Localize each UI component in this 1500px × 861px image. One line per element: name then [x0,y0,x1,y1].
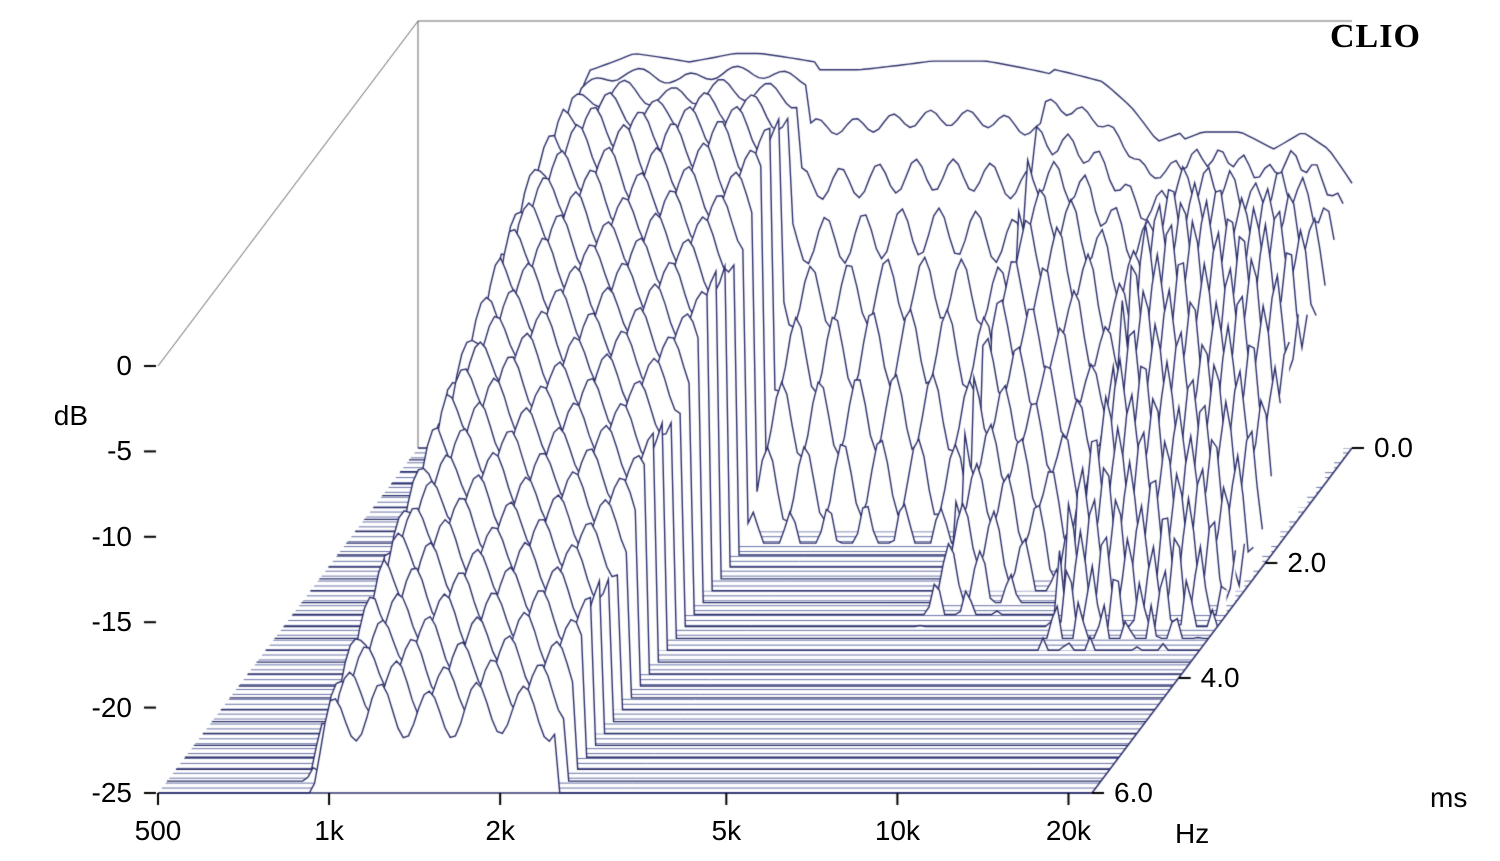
axis-tick-label: Hz [1175,818,1209,850]
axis-tick-label: 5k [712,815,742,847]
axis-tick-label: 0.0 [1374,432,1413,464]
axis-tick-label: 0 [116,350,132,382]
axis-tick-label: dB [54,400,88,432]
axis-tick-label: 20k [1046,815,1091,847]
axis-tick-label: -5 [107,435,132,467]
axis-tick-label: ms [1430,782,1467,814]
axis-tick-label: 1k [314,815,344,847]
axis-tick-label: 2.0 [1287,547,1326,579]
axis-tick-label: -10 [92,521,132,553]
axis-tick-label: -25 [92,777,132,809]
axis-tick-label: 10k [875,815,920,847]
axis-tick-label: -15 [92,606,132,638]
axis-tick-label: -20 [92,692,132,724]
axis-tick-label: 4.0 [1201,662,1240,694]
axis-tick-label: 6.0 [1114,777,1153,809]
brand-label: CLIO [1330,18,1421,56]
waterfall-chart [0,0,1500,861]
axis-tick-label: 2k [485,815,515,847]
axis-tick-label: 500 [135,815,182,847]
